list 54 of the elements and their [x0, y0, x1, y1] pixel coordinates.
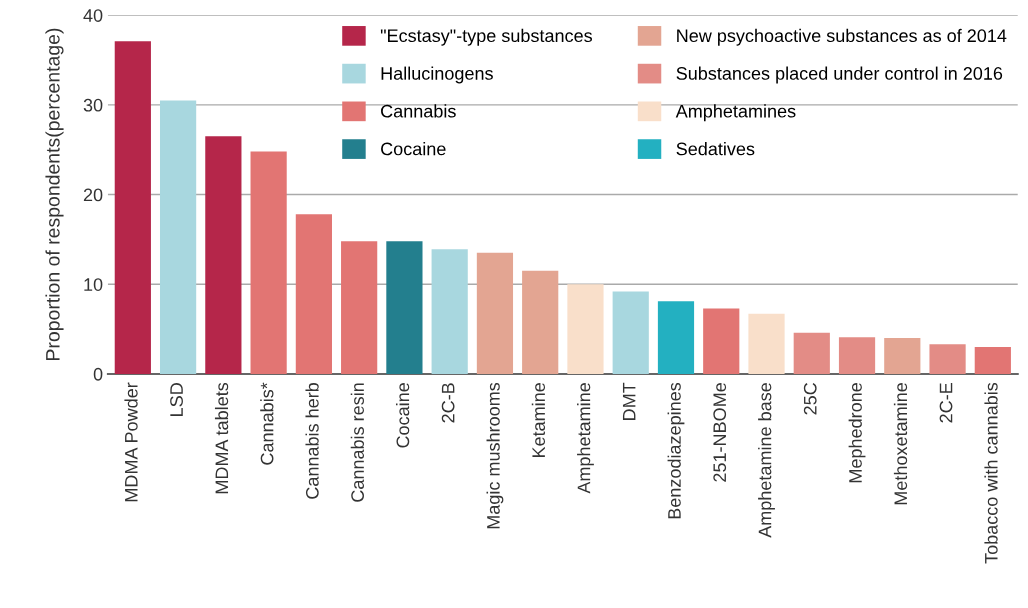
y-tick-label: 10	[84, 278, 103, 291]
legend-label: Amphetamines	[675, 104, 796, 122]
x-tick-label: DMT	[622, 382, 636, 420]
x-tick-label: 2C-E	[939, 383, 953, 423]
bar	[522, 270, 559, 374]
x-tick-label: 25C	[803, 382, 817, 415]
y-tick-label: 30	[83, 98, 103, 112]
y-tick-label: 40	[83, 9, 103, 22]
bar	[567, 284, 604, 374]
bar	[974, 347, 1011, 374]
bar	[341, 241, 378, 374]
x-tick-label: MDMA tablets	[214, 382, 229, 494]
x-tick-label: Amphetamine	[577, 383, 594, 494]
bar	[159, 100, 197, 374]
legend-label: "Ecstasy"-type substances	[380, 28, 592, 46]
x-tick-label: Methoxetamine	[893, 383, 908, 505]
bar	[205, 136, 242, 374]
legend-label: Hallucinogens	[381, 66, 493, 84]
bar	[793, 332, 830, 374]
x-tick-label: Ketamine	[531, 383, 546, 458]
y-tick-label: 20	[83, 188, 103, 202]
x-tick-label: Cannabis resin	[350, 383, 364, 502]
x-tick-label: Cocaine	[396, 383, 410, 448]
legend-label: New psychoactive substances as of 2014	[677, 28, 1007, 46]
bar	[748, 313, 785, 374]
legend-label: Cocaine	[381, 142, 446, 156]
x-tick-label: Cannabis herb	[305, 383, 319, 499]
bar	[657, 301, 695, 374]
bar	[612, 291, 649, 374]
legend-label: Cannabis	[381, 104, 456, 118]
y-axis-title: Proportion of respondents(percentage)	[45, 28, 64, 360]
bar	[431, 249, 468, 374]
bar	[838, 337, 876, 374]
x-tick-label: Cannabis*	[260, 382, 274, 465]
legend-label: Sedatives	[676, 142, 755, 156]
x-tick-label: 2C-B	[441, 383, 455, 423]
x-tick-label: Benzodiazepines	[667, 382, 685, 519]
x-tick-label: Mephedrone	[848, 383, 866, 483]
x-tick-label: Magic mushrooms	[486, 382, 504, 529]
bar	[703, 308, 740, 374]
bar	[250, 151, 287, 374]
bar	[295, 214, 332, 374]
y-tick-label: 0	[93, 367, 103, 381]
bar	[476, 252, 514, 374]
legend-label: Substances placed under control in 2016	[676, 66, 1003, 84]
bar	[929, 344, 966, 374]
x-tick-label: Amphetamine base	[758, 383, 775, 538]
bar	[386, 241, 423, 374]
x-tick-label: 251-NBOMe	[713, 383, 727, 482]
x-tick-label: MDMA Powder	[124, 382, 138, 502]
bar	[884, 338, 921, 374]
bar	[114, 41, 151, 374]
x-tick-label: Tobacco with cannabis	[984, 382, 998, 564]
x-tick-label: LSD	[170, 383, 183, 416]
